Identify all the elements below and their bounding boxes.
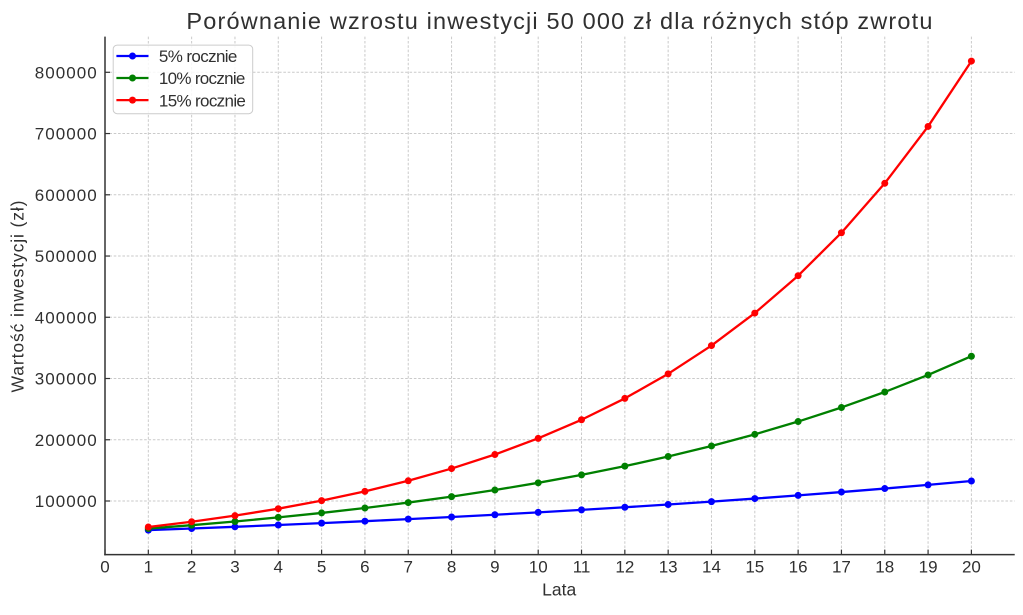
svg-text:Porównanie wzrostu inwestycji: Porównanie wzrostu inwestycji 50 000 zł … bbox=[186, 8, 932, 34]
svg-text:13: 13 bbox=[659, 558, 678, 577]
svg-text:Lata: Lata bbox=[542, 580, 576, 600]
svg-text:7: 7 bbox=[404, 558, 413, 577]
svg-text:300000: 300000 bbox=[35, 370, 97, 389]
svg-text:2: 2 bbox=[187, 558, 196, 577]
svg-text:700000: 700000 bbox=[35, 125, 97, 144]
svg-text:3: 3 bbox=[230, 558, 239, 577]
svg-text:200000: 200000 bbox=[35, 431, 97, 450]
svg-text:0: 0 bbox=[100, 558, 109, 577]
svg-text:10: 10 bbox=[529, 558, 548, 577]
svg-text:5% rocznie: 5% rocznie bbox=[159, 47, 238, 66]
svg-text:14: 14 bbox=[702, 558, 721, 577]
svg-text:16: 16 bbox=[789, 558, 808, 577]
svg-text:500000: 500000 bbox=[35, 247, 97, 266]
svg-text:400000: 400000 bbox=[35, 308, 97, 327]
svg-text:12: 12 bbox=[615, 558, 634, 577]
svg-text:Wartość inwestycji (zł): Wartość inwestycji (zł) bbox=[7, 201, 27, 393]
svg-text:600000: 600000 bbox=[35, 186, 97, 205]
svg-text:17: 17 bbox=[832, 558, 851, 577]
svg-text:10% rocznie: 10% rocznie bbox=[159, 69, 246, 88]
svg-text:15: 15 bbox=[745, 558, 764, 577]
svg-text:1: 1 bbox=[144, 558, 153, 577]
svg-text:4: 4 bbox=[274, 558, 283, 577]
svg-text:8: 8 bbox=[447, 558, 456, 577]
svg-text:20: 20 bbox=[962, 558, 981, 577]
svg-text:5: 5 bbox=[317, 558, 326, 577]
svg-text:100000: 100000 bbox=[35, 492, 97, 511]
svg-text:9: 9 bbox=[490, 558, 499, 577]
svg-text:6: 6 bbox=[360, 558, 369, 577]
svg-text:15% rocznie: 15% rocznie bbox=[159, 91, 246, 110]
svg-text:800000: 800000 bbox=[35, 64, 97, 83]
svg-text:18: 18 bbox=[875, 558, 894, 577]
svg-text:11: 11 bbox=[573, 558, 591, 577]
svg-text:19: 19 bbox=[919, 558, 938, 577]
